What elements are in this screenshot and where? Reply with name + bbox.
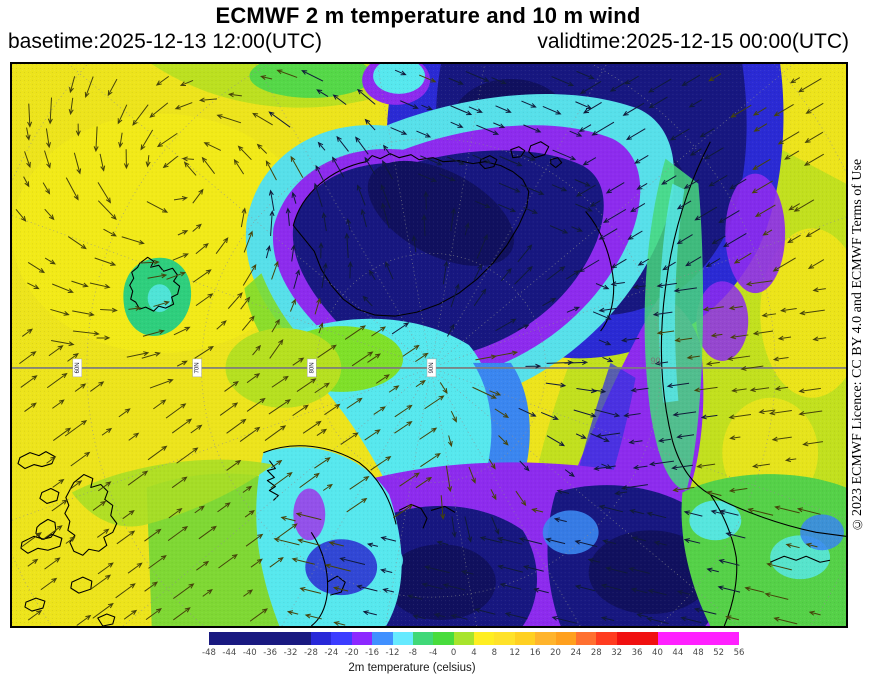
colorbar-tick-label: 56 bbox=[733, 648, 745, 658]
colorbar-tick-label: -24 bbox=[324, 648, 339, 658]
colorbar-tick-label: 48 bbox=[692, 648, 704, 658]
colorbar-tick-label: -48 bbox=[202, 648, 216, 658]
colorbar-tick-label: -36 bbox=[263, 648, 278, 658]
colorbar-tick-label: -44 bbox=[222, 648, 237, 658]
colorbar-tick-label: 32 bbox=[611, 648, 623, 658]
colorbar-segment bbox=[718, 632, 740, 645]
colorbar-tick-label: -40 bbox=[242, 648, 257, 658]
colorbar-tick-label: 12 bbox=[509, 648, 521, 658]
colorbar-segment bbox=[433, 632, 454, 645]
colorbar-caption: 2m temperature (celsius) bbox=[348, 662, 476, 674]
colorbar-tick-label: 40 bbox=[652, 648, 663, 658]
colorbar-segment bbox=[351, 632, 373, 645]
colorbar-segment bbox=[596, 632, 617, 645]
colorbar-tick-label: -20 bbox=[344, 648, 359, 658]
colorbar-segment bbox=[576, 632, 597, 645]
latitude-label: 90N bbox=[429, 362, 435, 373]
colorbar-tick-label: 44 bbox=[672, 648, 684, 658]
colorbar-segment bbox=[453, 632, 475, 645]
colorbar-tick-label: 0 bbox=[450, 648, 457, 658]
validtime-label: validtime:2025-12-15 00:00(UTC) bbox=[537, 30, 849, 53]
colorbar-segment bbox=[637, 632, 658, 645]
colorbar-segment bbox=[535, 632, 556, 645]
colorbar-tick-label: -8 bbox=[408, 648, 418, 658]
page-title: ECMWF 2 m temperature and 10 m wind bbox=[215, 3, 641, 28]
colorbar-segment bbox=[290, 632, 311, 645]
colorbar-segment bbox=[616, 632, 638, 645]
basetime-label: basetime:2025-12-13 12:00(UTC) bbox=[8, 30, 322, 53]
weather-map-svg: 60N 70N 80N 90N 90 bbox=[12, 64, 846, 626]
colorbar-tick-label: 4 bbox=[471, 648, 477, 658]
colorbar-segment bbox=[392, 632, 413, 645]
latitude-label-box bbox=[72, 358, 83, 378]
colorbar-segment bbox=[270, 632, 291, 645]
latitude-label: 80N bbox=[309, 362, 315, 373]
longitude-label: 90 bbox=[650, 356, 660, 366]
colorbar-segment bbox=[514, 632, 536, 645]
colorbar-segment bbox=[555, 632, 577, 645]
colorbar-segment bbox=[494, 632, 515, 645]
colorbar-segment bbox=[657, 632, 678, 645]
latitude-label-box bbox=[307, 358, 317, 378]
map-frame: 60N 70N 80N 90N 90 bbox=[10, 62, 848, 628]
colorbar-tick-label: 16 bbox=[529, 648, 541, 658]
colorbar-tick-label: 24 bbox=[570, 648, 582, 658]
colorbar-tick-label: 52 bbox=[713, 648, 725, 658]
latitude-label: 70N bbox=[195, 362, 201, 373]
colorbar-tick-label: 20 bbox=[550, 648, 561, 658]
colorbar-segment bbox=[331, 632, 352, 645]
colorbar-ticks: -48 -44 -40 -36 -32 -28 -24 -20 -16 -12 -8 -4 0 4 8 12 1… bbox=[202, 648, 749, 659]
colorbar-segment bbox=[372, 632, 393, 645]
colorbar-tick-label: -28 bbox=[303, 648, 318, 658]
colorbar-tick-label: 36 bbox=[631, 648, 643, 658]
latitude-label: 60N bbox=[75, 362, 81, 373]
colorbar-tick-label: 8 bbox=[491, 648, 498, 658]
colorbar-segment bbox=[249, 632, 271, 645]
colorbar-segments bbox=[209, 632, 740, 645]
colorbar-tick-label: -12 bbox=[385, 648, 400, 658]
latitude-label-box bbox=[426, 358, 437, 378]
colorbar-segment bbox=[229, 632, 250, 645]
colorbar-segment bbox=[474, 632, 495, 645]
colorbar-segment bbox=[310, 632, 332, 645]
colorbar: -48 -44 -40 -36 -32 -28 -24 -20 -16 -12 -8 -4 0 4 8 12 1… bbox=[202, 632, 744, 674]
colorbar-segment bbox=[412, 632, 434, 645]
time-row: basetime:2025-12-13 12:00(UTC) validtime… bbox=[0, 30, 870, 56]
colorbar-tick-label: 28 bbox=[590, 648, 602, 658]
latitude-label-box bbox=[192, 358, 202, 378]
wind-arrows bbox=[15, 69, 827, 626]
colorbar-segment bbox=[698, 632, 719, 645]
colorbar-tick-label: -32 bbox=[283, 648, 298, 658]
copyright-vertical-text: ©2023 ECMWF Licence: CC BY 4.0 and ECMWF… bbox=[850, 158, 865, 532]
dither-texture bbox=[12, 64, 846, 626]
colorbar-segment bbox=[209, 632, 230, 645]
colorbar-segment bbox=[677, 632, 699, 645]
colorbar-tick-label: -4 bbox=[428, 648, 438, 658]
colorbar-tick-label: -16 bbox=[365, 648, 380, 658]
